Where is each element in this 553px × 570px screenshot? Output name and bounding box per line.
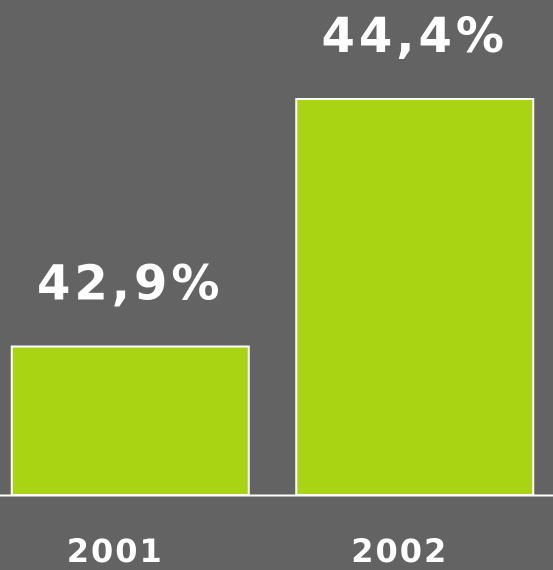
bar [295, 98, 535, 496]
x-tick-label: 2002 [351, 532, 448, 570]
value-label: 42,9% [37, 256, 224, 312]
x-tick-label: 2001 [67, 532, 164, 570]
value-label: 44,4% [321, 8, 508, 64]
bar [10, 345, 250, 496]
